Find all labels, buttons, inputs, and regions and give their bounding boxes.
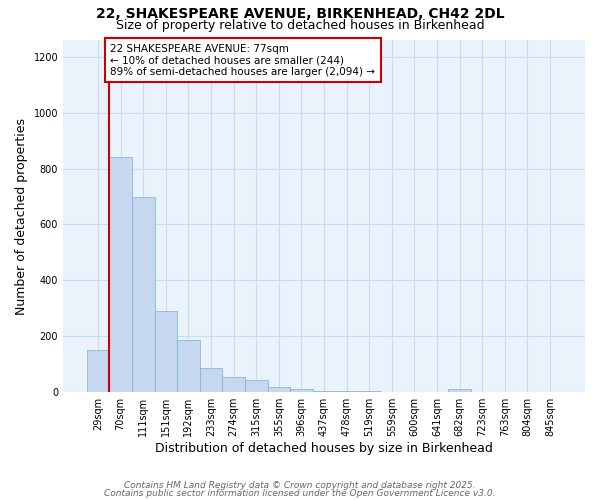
- Bar: [109, 158, 132, 392]
- Text: 22 SHAKESPEARE AVENUE: 77sqm
← 10% of detached houses are smaller (244)
89% of s: 22 SHAKESPEARE AVENUE: 77sqm ← 10% of de…: [110, 44, 376, 76]
- Bar: [313, 391, 335, 392]
- Y-axis label: Number of detached properties: Number of detached properties: [15, 118, 28, 314]
- Bar: [223, 377, 245, 392]
- Bar: [132, 196, 155, 392]
- X-axis label: Distribution of detached houses by size in Birkenhead: Distribution of detached houses by size …: [155, 442, 493, 455]
- Bar: [335, 391, 358, 392]
- Bar: [290, 389, 313, 392]
- Bar: [87, 350, 109, 392]
- Bar: [200, 368, 223, 392]
- Text: 22, SHAKESPEARE AVENUE, BIRKENHEAD, CH42 2DL: 22, SHAKESPEARE AVENUE, BIRKENHEAD, CH42…: [95, 8, 505, 22]
- Text: Size of property relative to detached houses in Birkenhead: Size of property relative to detached ho…: [116, 18, 484, 32]
- Bar: [177, 340, 200, 392]
- Bar: [245, 380, 268, 392]
- Text: Contains public sector information licensed under the Open Government Licence v3: Contains public sector information licen…: [104, 488, 496, 498]
- Text: Contains HM Land Registry data © Crown copyright and database right 2025.: Contains HM Land Registry data © Crown c…: [124, 481, 476, 490]
- Bar: [268, 386, 290, 392]
- Bar: [155, 311, 177, 392]
- Bar: [448, 390, 471, 392]
